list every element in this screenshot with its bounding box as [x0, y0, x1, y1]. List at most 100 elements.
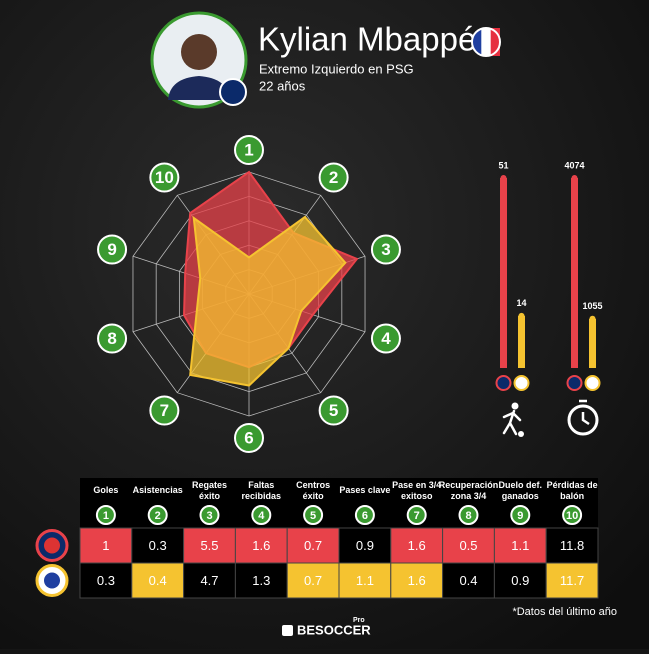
number-badge	[318, 162, 349, 193]
number-badge	[147, 505, 168, 525]
bar	[571, 178, 578, 368]
table-cell	[338, 527, 392, 564]
column-header: Asistencias	[133, 485, 183, 495]
column-header: Faltas recibidas	[242, 480, 282, 501]
number-badge-label: 5	[329, 401, 338, 420]
number-badge-label: 9	[107, 240, 116, 259]
table-value: 1.6	[252, 538, 270, 553]
table-cell	[442, 562, 495, 599]
table-cell	[79, 562, 133, 599]
table-value: 11.7	[560, 573, 584, 588]
number-badge-label: 5	[310, 510, 316, 522]
player-icon-body	[502, 409, 522, 436]
team-logo	[584, 375, 601, 391]
bar-cap	[589, 315, 596, 322]
number-badge-label: 1	[244, 140, 253, 159]
number-badge-label: 1	[103, 510, 109, 522]
club-badge	[219, 78, 247, 106]
number-badge	[510, 505, 531, 525]
bar-value: 14	[516, 298, 526, 308]
number-badge-label: 2	[155, 510, 161, 522]
number-badge	[97, 323, 128, 354]
number-badge-label: 7	[414, 510, 420, 522]
bar-cap	[500, 175, 507, 181]
table-value: 1.1	[356, 573, 374, 588]
player-icon-head	[511, 402, 519, 410]
brand-logo: BESOCCER Pro	[282, 617, 371, 637]
team-logo	[513, 375, 530, 391]
number-badge	[251, 505, 272, 525]
team-logo-inner	[44, 537, 60, 554]
clock-icon-hands	[579, 399, 590, 426]
number-badge	[370, 323, 401, 354]
number-badge-label: 3	[206, 510, 212, 522]
number-badge	[406, 505, 427, 525]
table-value: 0.3	[97, 573, 115, 588]
column-header: Goles	[93, 485, 118, 495]
column-header: Duelo def. ganados	[499, 480, 543, 501]
bar	[500, 178, 507, 368]
number-badge-label: 9	[517, 510, 523, 522]
brand-tag: Pro	[353, 617, 365, 624]
column-header: Pase en 3/4 exitoso	[392, 480, 441, 501]
table-value: 0.5	[459, 538, 477, 553]
table-cell	[234, 527, 288, 564]
bar-value: 51	[498, 160, 508, 170]
table-value: 4.7	[200, 573, 218, 588]
number-badge-label: 10	[155, 168, 174, 187]
number-badge-label: 8	[465, 510, 471, 522]
bar-cap	[518, 312, 525, 319]
table-cell	[545, 527, 599, 564]
team-logo	[566, 375, 583, 391]
table-value: 0.9	[356, 538, 374, 553]
number-badge-label: 7	[160, 401, 169, 420]
number-badge	[370, 234, 401, 265]
number-badge	[149, 162, 180, 193]
number-badge-label: 3	[381, 240, 390, 259]
table-value: 11.8	[560, 538, 584, 553]
flag	[471, 27, 501, 57]
number-badge	[354, 505, 375, 525]
brand-name: BESOCCER	[297, 622, 371, 637]
player-name: Kylian Mbappé	[258, 21, 476, 58]
table-cell	[131, 527, 185, 564]
table-cell	[545, 562, 599, 599]
radar-area	[189, 215, 347, 387]
bar	[589, 318, 596, 368]
player-icon-ball	[518, 431, 524, 437]
table-cell	[234, 562, 288, 599]
avatar-face	[181, 34, 217, 70]
column-header: Centros éxito	[296, 480, 330, 501]
table-value: 1.6	[408, 573, 426, 588]
table-value: 0.9	[511, 573, 529, 588]
number-badge	[562, 505, 583, 525]
table-value: 1.1	[511, 538, 529, 553]
number-badge	[234, 423, 264, 453]
number-badge	[303, 505, 324, 525]
player-age: 22 años	[259, 78, 306, 93]
column-header: Pases clave	[339, 485, 390, 495]
number-badge	[318, 395, 349, 426]
table-cell	[338, 562, 392, 599]
table-cell	[286, 527, 340, 564]
table-value: 1	[102, 538, 109, 553]
table-value: 5.5	[200, 538, 218, 553]
number-badge-label: 6	[244, 428, 253, 447]
bar	[518, 315, 525, 368]
table-value: 0.4	[149, 573, 167, 588]
column-header: Pérdidas de balón	[547, 480, 598, 501]
number-badge	[458, 505, 479, 525]
table-cell	[493, 562, 547, 599]
number-badge	[95, 505, 116, 525]
table-cell	[183, 527, 236, 564]
column-header: Regates éxito	[192, 480, 227, 501]
avatar-shirt	[168, 76, 230, 100]
clock-icon	[567, 404, 599, 436]
number-badge-label: 4	[381, 329, 391, 348]
number-badge	[234, 135, 264, 165]
number-badge	[199, 505, 220, 525]
bar-value: 1055	[582, 301, 602, 311]
footnote: *Datos del último año	[512, 606, 617, 618]
table-value: 0.7	[304, 538, 322, 553]
number-badge	[149, 395, 180, 426]
